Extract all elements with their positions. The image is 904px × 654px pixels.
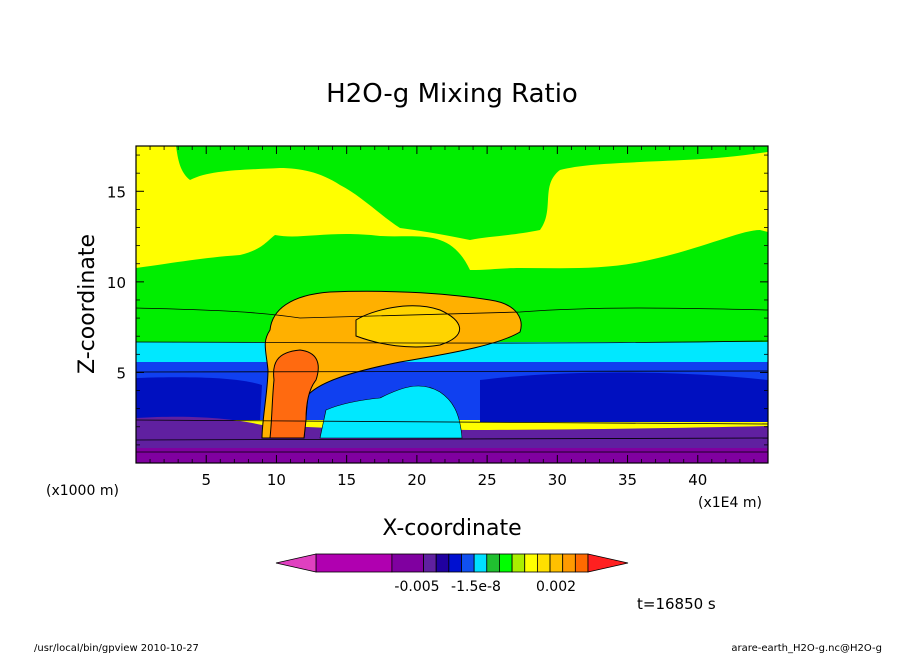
timestamp: t=16850 s (637, 595, 716, 613)
y-tick-label: 5 (116, 364, 126, 382)
x-tick-label: 5 (201, 471, 211, 489)
footer-left: /usr/local/bin/gpview 2010-10-27 (34, 643, 199, 654)
colorbar-segment (486, 553, 500, 573)
x-unit-note: (x1E4 m) (698, 495, 762, 511)
y-axis-label: Z-coordinate (75, 234, 100, 374)
colorbar-label: 0.002 (536, 579, 576, 595)
colorbar-arrow-left (275, 553, 317, 573)
colorbar-segment (461, 553, 475, 573)
colorbar-segment (536, 553, 551, 573)
colorbar-segment (391, 553, 424, 573)
colorbar-label: -1.5e-8 (451, 579, 501, 595)
colorbar-segment (549, 553, 564, 573)
region-dark-blue (136, 372, 768, 422)
x-axis-label: X-coordinate (382, 516, 521, 541)
cyan-cells (319, 385, 463, 439)
colorbar-segment (473, 553, 488, 573)
region-purple-floor (136, 448, 768, 463)
colorbar: -0.005 -1.5e-8 0.002 (275, 553, 629, 595)
x-tick-label: 30 (548, 471, 567, 489)
colorbar-label: -0.005 (394, 579, 439, 595)
contour-line (136, 340, 768, 344)
x-tick-label: 20 (407, 471, 426, 489)
colorbar-segment (499, 553, 513, 573)
colorbar-segment (524, 553, 538, 573)
y-tick-label: 15 (107, 183, 126, 201)
colorbar-segment (435, 553, 450, 573)
colorbar-segment (574, 553, 589, 573)
plot-area: 5 10 15 20 25 30 35 40 5 10 15 (107, 145, 769, 489)
colorbar-segment (562, 553, 576, 573)
region-green-mid (136, 230, 768, 320)
plot-frame (135, 145, 769, 464)
x-tick-label: 10 (267, 471, 286, 489)
x-tick-label: 35 (618, 471, 637, 489)
y-unit-note: (x1000 m) (46, 483, 119, 499)
x-tick-label: 15 (337, 471, 356, 489)
contour-line (136, 307, 768, 319)
colorbar-segment (511, 553, 526, 573)
colorbar-segment (315, 553, 393, 573)
region-green-upper (176, 146, 768, 240)
colorbar-arrow-right (587, 553, 629, 573)
colorbar-segment (423, 553, 437, 573)
y-tick-label: 10 (107, 274, 126, 292)
footer-right: arare-earth_H2O-g.nc@H2O-g (731, 643, 882, 654)
colorbar-segment (448, 553, 462, 573)
contour-line (136, 370, 768, 373)
contour-fields (136, 146, 768, 463)
chart-title: H2O-g Mixing Ratio (326, 79, 578, 109)
x-tick-label: 40 (688, 471, 707, 489)
x-tick-label: 25 (478, 471, 497, 489)
